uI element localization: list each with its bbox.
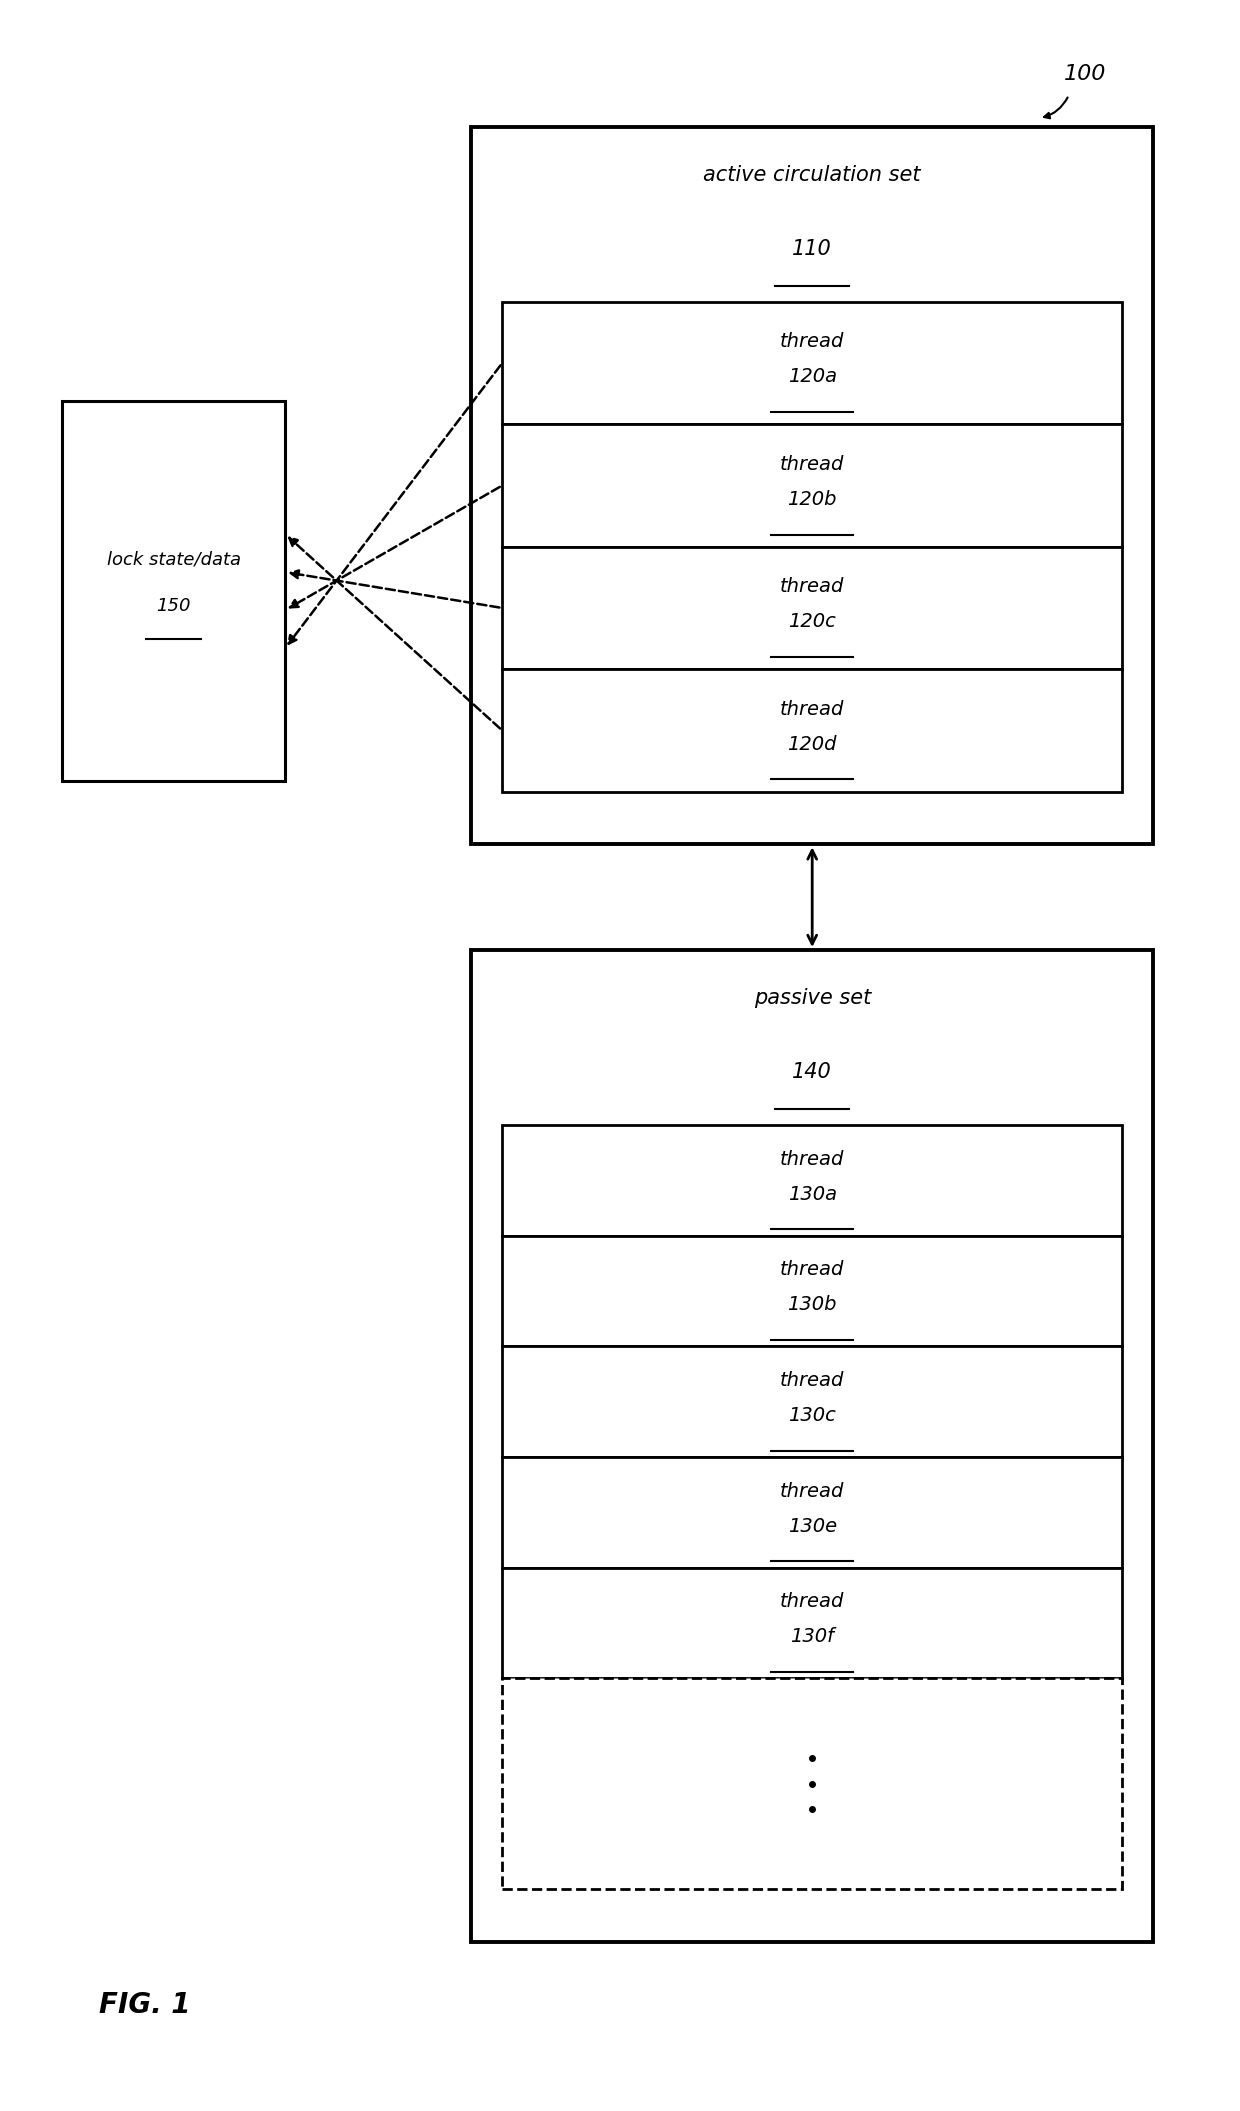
Text: thread: thread [780,1482,844,1501]
FancyBboxPatch shape [502,1235,1122,1347]
Text: 120d: 120d [787,735,837,754]
Text: 130c: 130c [789,1406,836,1425]
Text: thread: thread [780,1150,844,1169]
FancyBboxPatch shape [502,547,1122,669]
Text: thread: thread [780,699,844,720]
Text: 120c: 120c [789,612,836,631]
Text: 120b: 120b [787,490,837,509]
Text: 140: 140 [792,1062,832,1081]
Text: thread: thread [780,331,844,353]
FancyBboxPatch shape [502,1125,1122,1235]
FancyBboxPatch shape [502,1347,1122,1457]
Text: 130f: 130f [790,1628,835,1647]
Text: active circulation set: active circulation set [703,165,921,184]
FancyBboxPatch shape [471,950,1153,1942]
Text: thread: thread [780,1370,844,1391]
FancyBboxPatch shape [502,1568,1122,1678]
Text: thread: thread [780,576,844,597]
Text: 110: 110 [792,239,832,258]
Text: passive set: passive set [754,988,870,1007]
Text: thread: thread [780,454,844,475]
FancyBboxPatch shape [502,424,1122,547]
FancyBboxPatch shape [62,401,285,781]
Text: 130b: 130b [787,1296,837,1315]
Text: 100: 100 [1064,63,1106,84]
FancyBboxPatch shape [502,669,1122,792]
FancyBboxPatch shape [502,302,1122,424]
FancyBboxPatch shape [502,1457,1122,1568]
Text: FIG. 1: FIG. 1 [99,1991,191,2020]
FancyBboxPatch shape [502,1678,1122,1889]
FancyBboxPatch shape [471,127,1153,844]
Text: thread: thread [780,1592,844,1611]
Text: thread: thread [780,1260,844,1279]
Text: 150: 150 [156,597,191,616]
Text: 130a: 130a [787,1184,837,1203]
Text: lock state/data: lock state/data [107,551,241,568]
Text: 120a: 120a [787,367,837,386]
Text: 130e: 130e [787,1516,837,1535]
